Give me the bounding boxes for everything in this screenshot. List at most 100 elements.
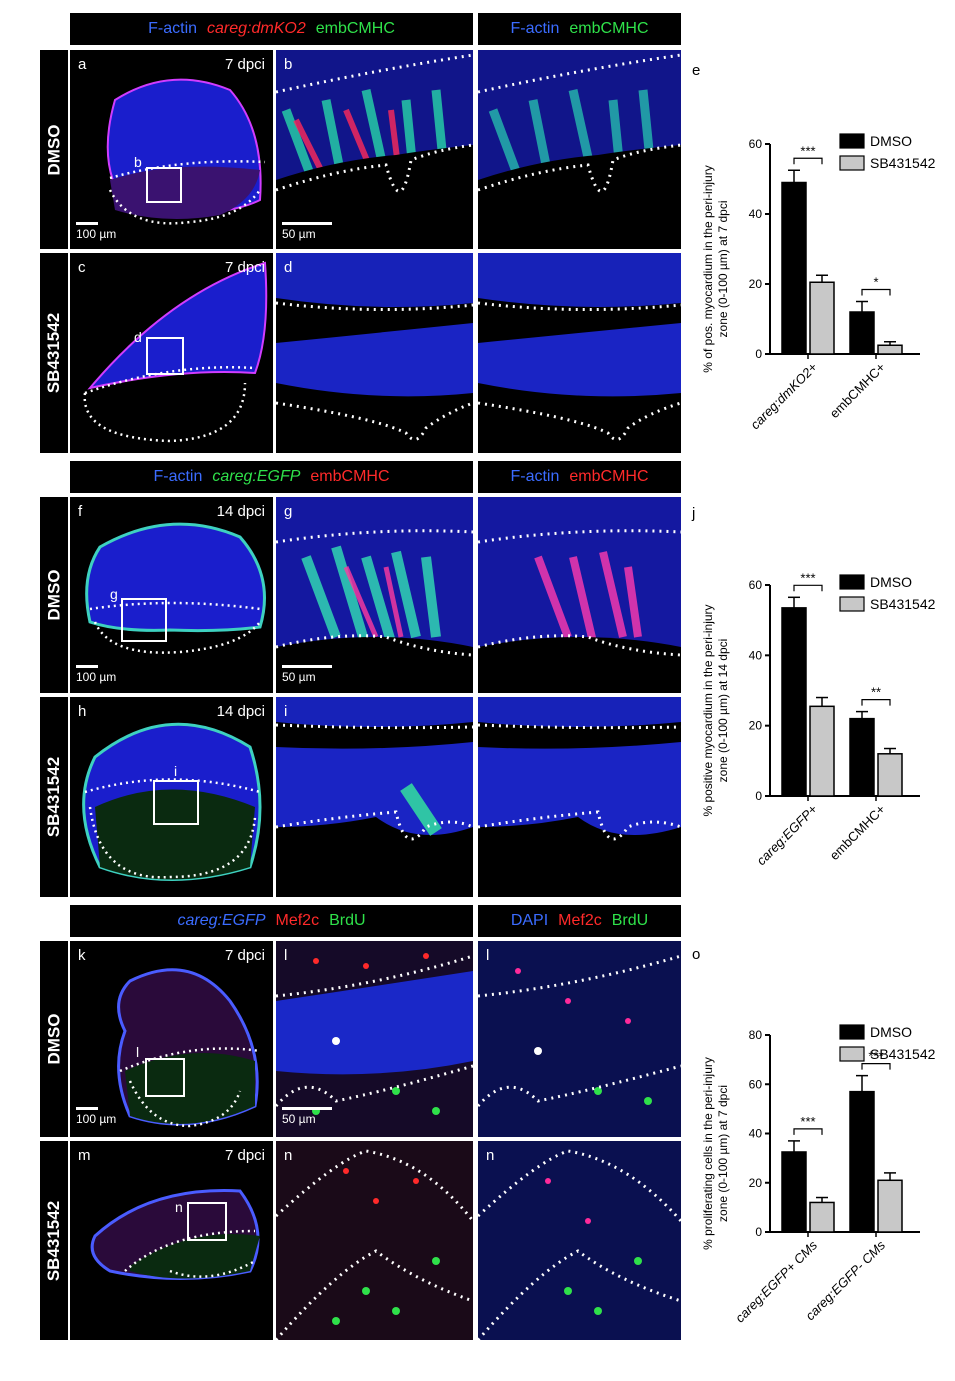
row2-header-factin: F-actin bbox=[153, 468, 203, 485]
panel-i-label: i bbox=[284, 703, 288, 720]
panel-m-dpci: 7 dpci bbox=[224, 1147, 265, 1164]
j-category-label-0: careg:EGFP+ bbox=[754, 801, 821, 868]
row2-condition-sb: SB431542 bbox=[40, 697, 68, 897]
o-ytick-label: 60 bbox=[749, 1077, 763, 1091]
e-sig-0: *** bbox=[800, 143, 815, 158]
o-bar-0-0 bbox=[781, 1151, 807, 1233]
panel-n-zoom: n bbox=[276, 1141, 473, 1340]
j-legend-swatch-0 bbox=[839, 574, 865, 590]
e-bar-1-1 bbox=[877, 344, 903, 355]
e-legend-label-0: DMSO bbox=[870, 133, 912, 149]
panel-g-right-zoom bbox=[478, 497, 681, 693]
e-ytick-label: 40 bbox=[749, 207, 763, 221]
panel-i-right-zoom bbox=[478, 697, 681, 897]
panel-k-heart-section: k 7 dpci l 100 µm bbox=[70, 941, 273, 1137]
o-legend-label-0: DMSO bbox=[870, 1024, 912, 1040]
e-legend-swatch-1 bbox=[839, 155, 865, 171]
row1-header-right: F-actin embCMHC bbox=[478, 13, 681, 45]
e-ytick-label: 0 bbox=[755, 347, 762, 361]
chart-j: % positive myocardium in the peri-injury… bbox=[701, 570, 936, 868]
chart-o-letter: o bbox=[692, 946, 701, 963]
panel-g-zoom: g 50 µm bbox=[276, 497, 473, 693]
row2-condition-dmso: DMSO bbox=[40, 497, 68, 693]
panel-n-right-zoom: n bbox=[478, 1141, 681, 1340]
panel-h-heart-section: h 14 dpci i bbox=[70, 697, 273, 897]
panel-b-label: b bbox=[284, 56, 293, 73]
panel-h-dpci: 14 dpci bbox=[216, 703, 265, 720]
row3-header-brdu: BrdU bbox=[329, 912, 366, 929]
row1-header-embcmhc: embCMHC bbox=[315, 20, 395, 37]
o-ytick-label: 40 bbox=[749, 1127, 763, 1141]
row1-condition-sb: SB431542 bbox=[40, 253, 68, 453]
panel-l-right-zoom: l bbox=[478, 941, 681, 1137]
e-sig-bracket-0 bbox=[793, 157, 823, 165]
o-bar-1-0 bbox=[809, 1201, 835, 1233]
row3-header-left: careg:EGFP Mef2c BrdU bbox=[70, 905, 473, 937]
panel-b-zoom: b 50 µm bbox=[276, 50, 473, 249]
e-category-label-1: embCMHC+ bbox=[827, 360, 888, 421]
row1-header-right-factin: F-actin bbox=[510, 20, 560, 37]
j-ytick-label: 20 bbox=[749, 719, 763, 733]
row2-header-left: F-actin careg:EGFP embCMHC bbox=[70, 461, 473, 493]
j-sig-0: *** bbox=[800, 570, 815, 585]
panel-k-box-label: l bbox=[136, 1044, 140, 1060]
panel-h-label: h bbox=[78, 703, 87, 720]
panel-l-zoom: l 50 µm bbox=[276, 941, 473, 1137]
panel-m-label: m bbox=[78, 1147, 91, 1164]
panel-b-right-zoom bbox=[478, 50, 681, 249]
o-ylabel: % proliferating cells in the peri-injury… bbox=[701, 1057, 730, 1250]
o-sig-bracket-1 bbox=[861, 1063, 891, 1070]
e-legend-label-1: SB431542 bbox=[870, 155, 936, 171]
j-sig-bracket-1 bbox=[861, 699, 891, 706]
o-sig-1: *** bbox=[868, 1049, 883, 1064]
panel-m-box-label: n bbox=[175, 1199, 183, 1215]
panel-a-heart-section: a 7 dpci b 100 µm bbox=[70, 50, 273, 249]
row1-condition-dmso: DMSO bbox=[40, 50, 68, 249]
panel-a-dpci: 7 dpci bbox=[224, 56, 265, 73]
panel-l-scalebar: 50 µm bbox=[282, 1107, 332, 1126]
panel-g-scalebar: 50 µm bbox=[282, 665, 332, 684]
row2-header-careg: careg:EGFP bbox=[212, 468, 301, 485]
row3-condition-sb: SB431542 bbox=[40, 1141, 68, 1340]
panel-l-right-label: l bbox=[486, 947, 490, 964]
row3-condition-dmso: DMSO bbox=[40, 941, 68, 1137]
panel-k-label: k bbox=[78, 947, 86, 964]
e-ylabel: % of pos. myocardium in the peri-injuryz… bbox=[701, 165, 730, 372]
panel-d-label: d bbox=[284, 259, 293, 276]
panel-c-dpci: 7 dpci bbox=[224, 259, 265, 276]
panel-a-scalebar: 100 µm bbox=[76, 222, 116, 241]
panel-m-heart-section: m 7 dpci n bbox=[70, 1141, 273, 1340]
row3-header-right: DAPI Mef2c BrdU bbox=[478, 905, 681, 937]
j-legend-swatch-1 bbox=[839, 596, 865, 612]
row2-header-right-factin: F-actin bbox=[510, 468, 560, 485]
chart-e-letter: e bbox=[692, 62, 701, 79]
panel-a-label: a bbox=[78, 56, 87, 73]
row1-header-left: F-actin careg:dmKO2 embCMHC bbox=[70, 13, 473, 45]
o-bar-0-1 bbox=[849, 1090, 875, 1233]
row1-header-careg: careg:dmKO2 bbox=[207, 20, 306, 37]
chart-o: % proliferating cells in the peri-injury… bbox=[701, 1024, 936, 1326]
e-sig-1: * bbox=[873, 275, 878, 290]
e-ytick-label: 20 bbox=[749, 277, 763, 291]
panel-h-box-label: i bbox=[174, 763, 178, 779]
panel-k-scalebar: 100 µm bbox=[76, 1107, 116, 1126]
j-sig-1: ** bbox=[871, 685, 881, 700]
panel-k-dpci: 7 dpci bbox=[224, 947, 265, 964]
o-ytick-label: 80 bbox=[749, 1028, 763, 1042]
row1-header-factin: F-actin bbox=[148, 20, 198, 37]
o-ytick-label: 0 bbox=[755, 1225, 762, 1239]
panel-f-dpci: 14 dpci bbox=[216, 503, 265, 520]
chart-e: % of pos. myocardium in the peri-injuryz… bbox=[701, 133, 936, 432]
e-ytick-label: 60 bbox=[749, 137, 763, 151]
row3-header-right-brdu: BrdU bbox=[611, 912, 649, 929]
j-bar-0-0 bbox=[781, 607, 807, 797]
j-legend-label-1: SB431542 bbox=[870, 596, 936, 612]
row3-header-right-mef2c: Mef2c bbox=[558, 912, 602, 929]
e-bar-0-0 bbox=[781, 181, 807, 355]
panel-d-zoom: d bbox=[276, 253, 473, 453]
j-category-label-1: embCMHC+ bbox=[827, 802, 888, 863]
panel-a-box-label: b bbox=[134, 154, 142, 170]
e-legend-swatch-0 bbox=[839, 133, 865, 149]
panel-f-heart-section: f 14 dpci g 100 µm bbox=[70, 497, 273, 693]
j-ytick-label: 40 bbox=[749, 648, 763, 662]
